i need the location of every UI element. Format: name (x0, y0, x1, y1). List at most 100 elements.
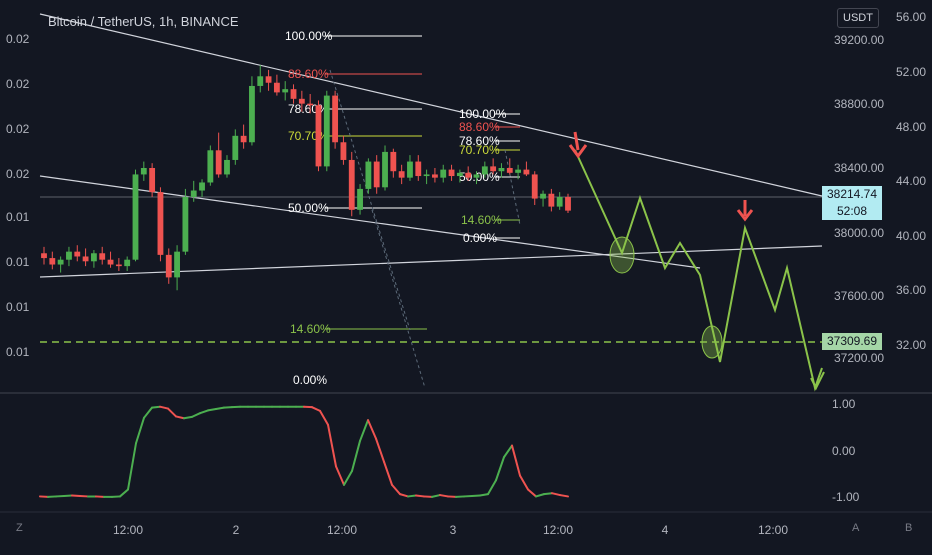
left-tick-label: 0.02 (6, 77, 30, 91)
auto-scale-button[interactable]: A (852, 522, 859, 534)
left-tick-label: 0.02 (6, 122, 30, 136)
secondary-tick-label: 44.00 (896, 174, 926, 188)
oscillator-segment (544, 493, 552, 494)
last-price-tag: 38214.74 52:08 (822, 186, 882, 220)
price-tick-label: 37200.00 (834, 351, 884, 365)
candle-body (440, 170, 446, 178)
candle-body (207, 150, 213, 182)
candle-body (382, 152, 388, 187)
candle-body (158, 192, 164, 255)
fib-level-label: 14.60% (290, 322, 331, 336)
candle-body (482, 166, 488, 174)
currency-badge[interactable]: USDT (837, 8, 879, 28)
fib-level-label: 50.00% (459, 170, 500, 184)
oscillator-segment (152, 407, 160, 408)
candle-body (274, 83, 280, 93)
fib-level-label: 70.70% (459, 143, 500, 157)
oscillator-segment (416, 496, 424, 497)
candle-body (41, 253, 47, 258)
candle-body (149, 168, 155, 192)
oscillator-tick-label: 0.00 (832, 444, 856, 458)
price-tick-label: 37600.00 (834, 289, 884, 303)
candle-body (407, 162, 413, 178)
oscillator-segment (184, 417, 192, 418)
candle-body (99, 253, 105, 259)
zoom-button[interactable]: Z (16, 522, 23, 534)
oscillator-segment (440, 495, 448, 496)
left-tick-label: 0.01 (6, 255, 30, 269)
candle-body (540, 194, 546, 199)
candle-body (182, 197, 188, 252)
candle-body (374, 162, 380, 188)
candle-body (432, 174, 438, 177)
oscillator-segment (408, 496, 416, 497)
candle-body (415, 162, 421, 176)
fib-level-label: 70.70% (288, 129, 329, 143)
candle-body (249, 86, 255, 142)
fib-level-label: 88.60% (288, 67, 329, 81)
candle-body (490, 166, 496, 171)
candle-body (49, 258, 55, 264)
candle-body (465, 173, 471, 178)
fib-level-label: 0.00% (463, 231, 497, 245)
candle-body (532, 174, 538, 198)
oscillator-tick-label: 1.00 (832, 397, 856, 411)
candle-body (399, 171, 405, 177)
log-scale-button[interactable]: B (905, 522, 912, 534)
fib-level-label: 50.00% (288, 201, 329, 215)
candle-body (116, 265, 122, 267)
projection-circle-marker (702, 326, 722, 358)
fib-level-label: 88.60% (459, 120, 500, 134)
candle-body (565, 197, 571, 211)
candle-body (324, 96, 330, 167)
price-tick-label: 38800.00 (834, 97, 884, 111)
candle-body (74, 252, 80, 257)
candle-body (357, 189, 363, 210)
time-tick-label: 12:00 (758, 523, 788, 537)
candle-body (499, 168, 505, 171)
candle-body (282, 89, 288, 92)
left-tick-label: 0.01 (6, 210, 30, 224)
oscillator-segment (560, 495, 568, 496)
time-tick-label: 4 (662, 523, 669, 537)
price-tick-label: 38000.00 (834, 226, 884, 240)
candle-body (507, 168, 513, 173)
oscillator-segment (216, 408, 224, 409)
price-tick-label: 39200.00 (834, 33, 884, 47)
secondary-tick-label: 36.00 (896, 283, 926, 297)
last-price-value: 38214.74 (822, 186, 882, 203)
fib-level-label: 0.00% (293, 373, 327, 387)
horizontal-line-price-tag: 37309.69 (822, 333, 882, 350)
candle-body (124, 260, 130, 266)
candle-body (316, 105, 322, 166)
left-tick-label: 0.02 (6, 32, 30, 46)
oscillator-segment (480, 494, 488, 495)
time-tick-label: 2 (233, 523, 240, 537)
left-tick-label: 0.02 (6, 167, 30, 181)
candle-body (141, 168, 147, 174)
candle-body (515, 170, 521, 173)
candle-body (166, 255, 172, 278)
left-tick-label: 0.01 (6, 345, 30, 359)
oscillator-tick-label: -1.00 (832, 490, 860, 504)
candle-body (291, 89, 297, 99)
candle-body (524, 170, 530, 175)
candle-body (341, 142, 347, 160)
time-tick-label: 12:00 (327, 523, 357, 537)
candle-body (216, 150, 222, 174)
candle-body (241, 136, 247, 142)
candle-body (232, 136, 238, 160)
candle-body (474, 174, 480, 177)
candle-body (266, 76, 272, 82)
time-tick-label: 12:00 (543, 523, 573, 537)
price-tick-label: 38400.00 (834, 161, 884, 175)
candle-body (365, 162, 371, 189)
left-tick-label: 0.01 (6, 300, 30, 314)
candle-body (299, 99, 305, 104)
candle-body (224, 160, 230, 174)
candle-body (191, 191, 197, 197)
candle-body (457, 173, 463, 176)
